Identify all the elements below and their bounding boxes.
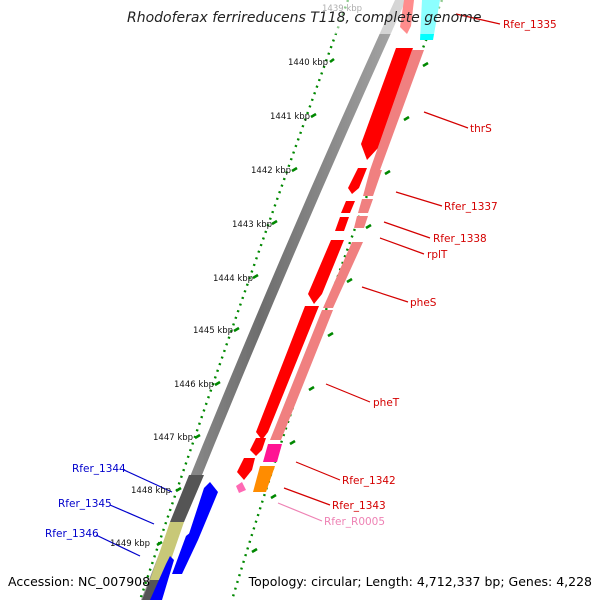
tick-mark [329,57,335,64]
gene-band-thrS [370,50,424,170]
inner-tick-guide [230,0,444,600]
gene-label-rfer-1344[interactable]: Rfer_1344 [72,463,126,475]
tick-mark [214,380,221,387]
leader-rfer-1335 [455,13,501,25]
leader-pheT [325,383,371,403]
gene-rplT-arrow[interactable] [335,217,349,231]
gene-label-rfer-1345[interactable]: Rfer_1345 [58,498,112,510]
gene-rfer-1343-arrow[interactable] [237,458,255,480]
top-tick-label: 1439 kbp [322,4,362,14]
leader-rfer-1343 [283,487,331,506]
tick-mark [252,273,259,280]
forward-gene-track [270,50,424,440]
leader-rplT [379,237,425,255]
gene-band-rplT [354,216,368,228]
gene-pheS-arrow[interactable] [308,240,344,304]
gene-rfer-1344-band [170,475,204,522]
map-title: Rhodoferax ferrireducens T118, complete … [127,10,481,26]
tick-mark [270,493,277,500]
tick-label: 1447 kbp [153,433,193,443]
tick-mark [291,166,298,173]
tick-mark [175,486,182,493]
leader-rfer-1338 [383,221,431,239]
gene-label-rfer-1338[interactable]: Rfer_1338 [433,233,487,245]
tick-mark [310,112,317,119]
gene-rfer-1344-arrow[interactable] [187,482,218,540]
genome-backbone [141,0,406,600]
tick-label: 1440 kbp [288,58,328,68]
label-leaders [95,13,501,557]
tick-mark [194,433,201,440]
leader-rfer-r0005 [277,502,323,522]
tick-label: 1441 kbp [270,112,310,122]
genome-summary-text: Topology: circular; Length: 4,712,337 bp… [248,574,592,589]
gene-band-pheT [270,310,333,440]
gene-label-thrS[interactable]: thrS [470,123,492,135]
tick-label: 1444 kbp [213,274,253,284]
tick-mark [403,115,410,122]
tick-label: 1442 kbp [251,166,291,176]
leader-rfer-1345 [109,504,155,525]
gene-rfer-1345-arrow[interactable] [172,528,198,574]
tick-label: 1443 kbp [232,220,272,230]
accession-text: Accession: NC_007908 [8,574,150,589]
leader-rfer-1346 [95,534,141,557]
gene-pheT-arrow[interactable] [256,306,319,440]
tick-mark [156,540,163,547]
gene-label-rfer-1335[interactable]: Rfer_1335 [503,19,557,31]
gene-rfer-1342-arrow[interactable] [250,438,266,456]
gene-label-rplT[interactable]: rplT [427,249,448,261]
gene-label-rfer-1346[interactable]: Rfer_1346 [45,528,99,540]
gene-label-rfer-1343[interactable]: Rfer_1343 [332,500,386,512]
gene-label-rfer-r0005[interactable]: Rfer_R0005 [324,516,385,528]
gene-rfer-1346-arrow[interactable] [150,556,174,600]
gene-label-pheT[interactable]: pheT [373,397,400,409]
gene-rfer-1337-arrow[interactable] [348,168,367,194]
forward-gene-labels: Rfer_1335 thrS Rfer_1337 Rfer_1338 rplT … [332,19,557,512]
gene-thrS-arrow[interactable] [361,48,413,160]
gene-band-rfer-1338 [358,199,373,213]
reverse-gene-labels: Rfer_1344 Rfer_1345 Rfer_1346 [45,463,126,540]
tick-mark [346,277,353,284]
tick-mark [289,439,296,446]
gene-band-rfer-1337 [363,170,382,196]
gene-label-pheS[interactable]: pheS [410,297,437,309]
tick-mark [384,169,391,176]
gene-rfer-r0005-feature[interactable] [236,482,246,493]
gene-band-pheS [323,242,363,308]
tick-mark [271,219,278,226]
tick-mark [365,223,372,230]
tick-marks [156,57,429,554]
tick-label: 1449 kbp [110,539,150,549]
gene-rfer-1338-arrow[interactable] [341,201,355,213]
tick-label: 1445 kbp [193,326,233,336]
leader-rfer-1337 [395,191,443,207]
tick-label: 1446 kbp [174,380,214,390]
gene-label-rfer-1342[interactable]: Rfer_1342 [342,475,396,487]
gene-rfer-1343-feature[interactable] [253,466,275,492]
leader-rfer-1344 [123,469,173,493]
leader-thrS [423,111,469,129]
leader-rfer-1342 [295,461,341,481]
tick-mark [422,61,429,68]
tick-mark [233,326,240,333]
reverse-cds-track [150,482,218,600]
gene-label-rfer-1337[interactable]: Rfer_1337 [444,201,498,213]
tick-label: 1448 kbp [131,486,171,496]
leader-pheS [361,286,409,303]
gene-rfer-1342-feature[interactable] [263,444,282,462]
tick-mark [327,331,334,338]
tick-mark [251,547,258,554]
tick-mark [308,385,315,392]
gene-rfer-1345-band [150,522,184,580]
title-fade [110,0,480,34]
